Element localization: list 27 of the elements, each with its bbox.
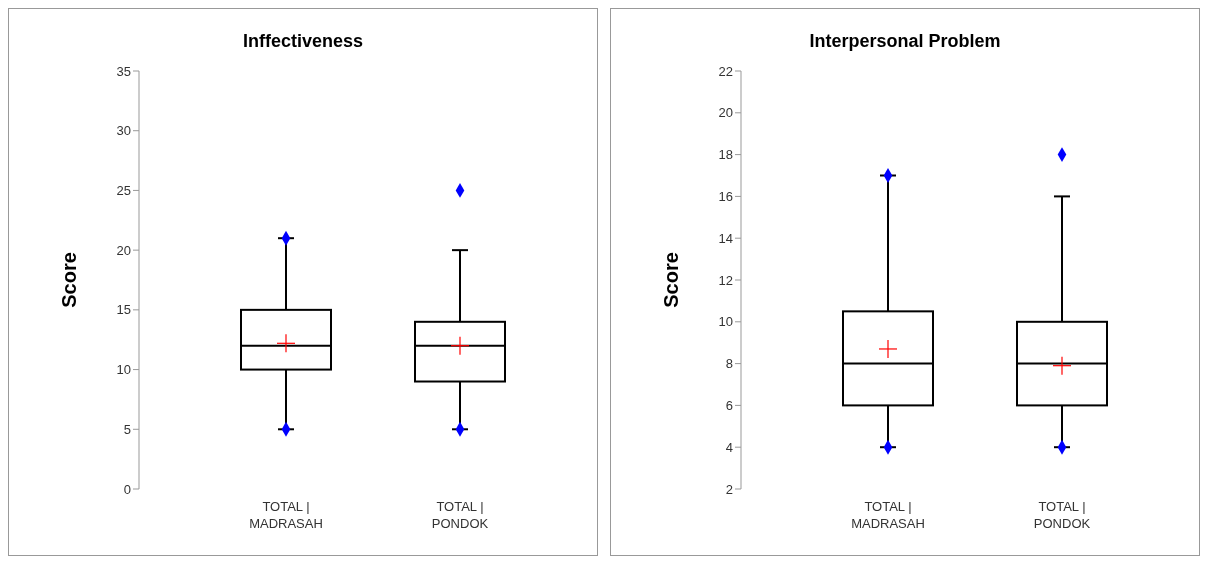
chart-title: Inffectiveness xyxy=(241,31,365,53)
chart-title: Interpersonal Problem xyxy=(808,31,1002,53)
y-tick-label: 2 xyxy=(725,481,733,497)
y-tick-label: 10 xyxy=(718,314,733,330)
y-tick-label: 4 xyxy=(725,439,733,455)
y-tick-label: 30 xyxy=(116,123,131,139)
x-tick-label: TOTAL | PONDOK xyxy=(431,499,489,531)
x-tick-label: TOTAL | PONDOK xyxy=(1033,499,1091,531)
y-tick-label: 8 xyxy=(725,356,733,372)
y-tick-label: 20 xyxy=(116,242,131,258)
y-tick-label: 14 xyxy=(718,230,733,246)
y-tick-label: 0 xyxy=(123,481,131,497)
y-tick-label: 15 xyxy=(116,302,131,318)
y-tick-label: 35 xyxy=(116,63,131,79)
y-tick-label: 5 xyxy=(123,421,131,437)
x-tick-label: TOTAL | MADRASAH xyxy=(249,499,323,531)
y-axis-title: Score xyxy=(58,252,81,308)
y-tick-label: 18 xyxy=(718,147,733,163)
y-tick-label: 16 xyxy=(718,189,733,205)
y-tick-label: 10 xyxy=(116,362,131,378)
y-axis-title: Score xyxy=(660,252,683,308)
y-tick-label: 25 xyxy=(116,183,131,199)
y-tick-label: 12 xyxy=(718,272,733,288)
y-tick-label: 22 xyxy=(718,63,733,79)
y-tick-label: 20 xyxy=(718,105,733,121)
y-tick-label: 6 xyxy=(725,398,733,414)
x-tick-label: TOTAL | MADRASAH xyxy=(851,499,925,531)
